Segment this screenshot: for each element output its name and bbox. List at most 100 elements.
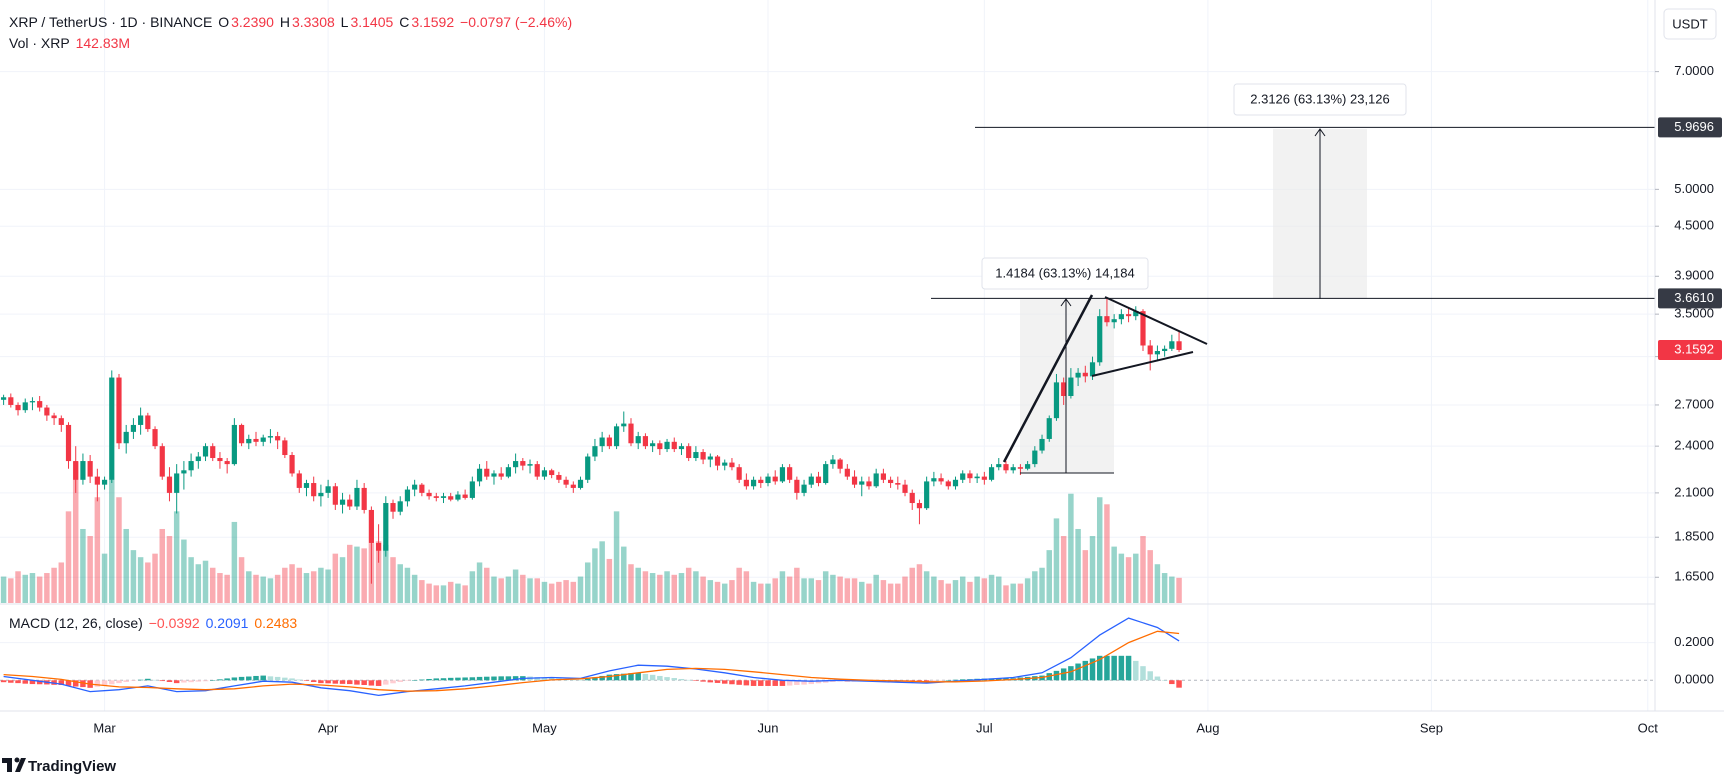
candle-body — [909, 492, 915, 504]
volume-legend: Vol · XRP 142.83M — [9, 35, 132, 51]
volume-bar — [714, 581, 721, 603]
volume-bar — [253, 574, 259, 603]
volume-bar — [750, 581, 757, 603]
volume-bar — [159, 528, 165, 603]
volume-bar — [721, 583, 728, 603]
histogram-bar — [765, 680, 771, 686]
candle-body — [303, 483, 310, 488]
candle-body — [1162, 348, 1168, 352]
histogram-bar — [1089, 658, 1096, 681]
ohlc-key: H — [279, 14, 290, 30]
volume-bar — [260, 576, 266, 603]
volume-bar — [758, 583, 764, 603]
candle-body — [750, 479, 757, 487]
candle-body — [1089, 362, 1096, 377]
histogram-bar — [354, 680, 360, 685]
histogram-bar — [1125, 655, 1132, 681]
candle-body — [469, 481, 475, 498]
y-tick-label: 2.4000 — [1674, 438, 1714, 453]
histogram-bar — [253, 675, 259, 681]
volume-bar — [72, 462, 79, 603]
candle-body — [794, 479, 800, 493]
candle-body — [375, 542, 382, 551]
candle-body — [1025, 464, 1031, 469]
histogram-bar — [22, 680, 28, 684]
candle-body — [988, 467, 995, 480]
volume-bar — [931, 576, 937, 603]
ohlc-key: O — [218, 14, 230, 30]
histogram-bar — [404, 680, 411, 681]
candle-body — [1111, 319, 1117, 323]
histogram-bar — [498, 676, 504, 681]
volume-bar — [1133, 553, 1139, 603]
volume-bar — [209, 567, 216, 603]
candle-body — [1118, 314, 1124, 320]
candle-body — [51, 415, 57, 419]
volume-bar — [433, 585, 440, 603]
histogram-bar — [758, 680, 764, 686]
volume-bar — [383, 544, 389, 603]
candle-body — [1, 397, 7, 400]
volume-bar — [354, 546, 360, 603]
candle-body — [462, 494, 468, 498]
currency-button[interactable] — [1663, 8, 1717, 40]
volume-bar — [188, 557, 194, 603]
flag-lower — [1091, 351, 1194, 377]
volume-bar — [613, 511, 620, 603]
histogram-bar — [209, 680, 216, 681]
arrow-head — [1060, 298, 1072, 307]
candle-body — [440, 496, 447, 498]
candle-body — [880, 473, 886, 480]
candle-body — [383, 503, 389, 551]
candle-body — [772, 476, 778, 482]
volume-bar — [289, 564, 295, 603]
histogram-bar — [1096, 655, 1103, 681]
candle-body — [1039, 438, 1045, 451]
candle-body — [787, 467, 793, 480]
candle-body — [577, 479, 584, 488]
candle-body — [1140, 311, 1146, 346]
volume-bar — [599, 541, 605, 603]
candle-body — [404, 489, 411, 502]
volume-bar — [685, 567, 692, 603]
histogram-bar — [1111, 655, 1117, 681]
volume-bar — [332, 553, 339, 603]
volume-bar — [707, 580, 714, 603]
histogram-bar — [303, 680, 310, 681]
volume-bar — [1046, 550, 1052, 603]
candle-body — [664, 441, 670, 450]
volume-bar — [548, 583, 555, 603]
currency[interactable]: USDT — [1672, 16, 1707, 31]
histogram-bar — [808, 680, 815, 685]
volume-bar — [938, 580, 944, 603]
histogram-bar — [664, 677, 670, 681]
volume-bar — [534, 578, 540, 603]
candle-body — [981, 476, 987, 480]
volume-bar — [419, 580, 425, 603]
macd-title: MACD (12, 26, close) — [9, 615, 143, 631]
histogram-bar — [1161, 680, 1168, 681]
volume-bar — [109, 479, 115, 603]
volume-bar — [606, 558, 613, 603]
candle-body — [815, 476, 822, 484]
histogram-bar — [714, 680, 721, 683]
histogram-bar — [1082, 660, 1089, 681]
volume-bar — [491, 576, 497, 603]
histogram-bar — [332, 680, 339, 684]
candle-layer — [1, 298, 1182, 584]
volume-bar — [231, 521, 238, 603]
candle-body — [202, 446, 209, 457]
volume-bar — [505, 576, 512, 603]
histogram-bar — [736, 680, 742, 685]
volume-bar — [974, 576, 980, 603]
y-tick-label: 7.0000 — [1674, 63, 1714, 78]
volume-bar — [22, 574, 28, 603]
volume-bar — [0, 576, 7, 603]
candle-body — [44, 407, 50, 416]
candle-body — [902, 484, 908, 493]
histogram-bar — [693, 680, 699, 681]
volume-bar — [1053, 518, 1060, 603]
candle-body — [94, 476, 100, 485]
volume-bar — [570, 581, 577, 603]
logo-mark — [14, 757, 20, 763]
